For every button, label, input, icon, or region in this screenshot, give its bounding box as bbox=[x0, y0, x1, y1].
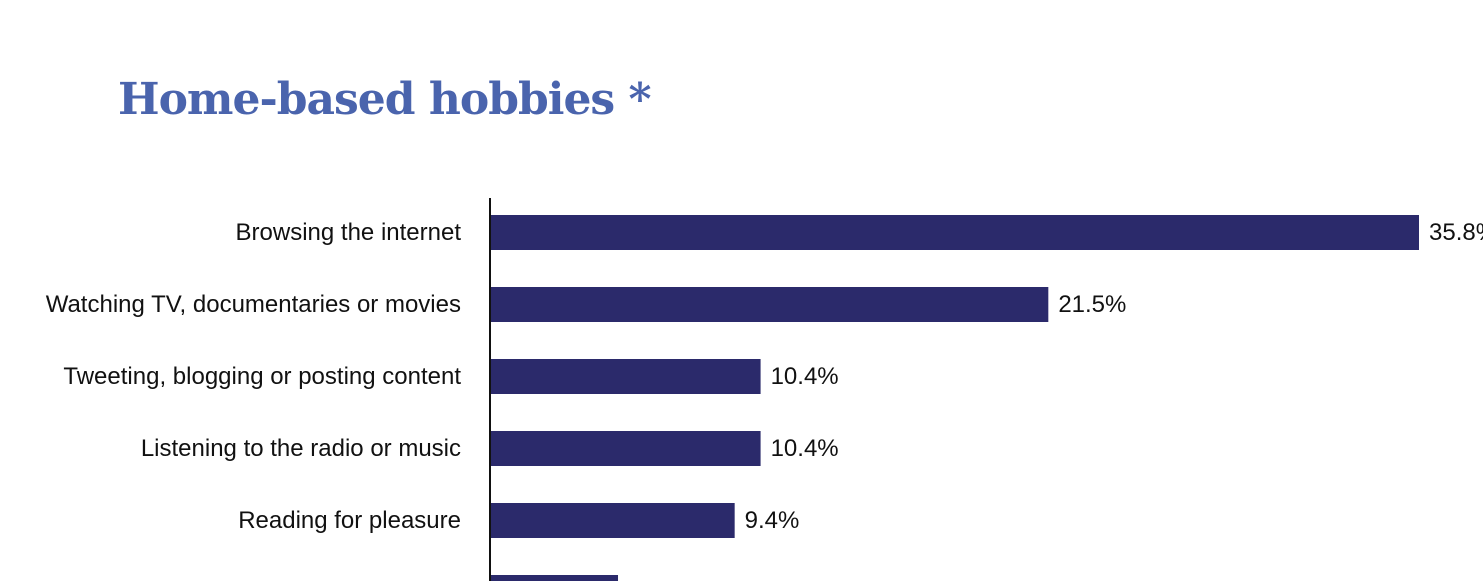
category-label-0: Browsing the internet bbox=[236, 219, 462, 246]
bar-4 bbox=[491, 503, 735, 538]
value-label-3: 10.4% bbox=[771, 435, 839, 462]
category-label-3: Listening to the radio or music bbox=[141, 435, 461, 462]
bar-3 bbox=[491, 431, 761, 466]
bar-1 bbox=[491, 287, 1049, 322]
value-label-4: 9.4% bbox=[745, 507, 800, 534]
value-label-0: 35.8% bbox=[1429, 219, 1483, 246]
bar-5 bbox=[491, 575, 619, 581]
category-label-2: Tweeting, blogging or posting content bbox=[63, 363, 461, 390]
category-label-4: Reading for pleasure bbox=[238, 507, 461, 534]
category-label-1: Watching TV, documentaries or movies bbox=[46, 291, 461, 318]
value-label-1: 21.5% bbox=[1058, 291, 1126, 318]
value-label-2: 10.4% bbox=[771, 363, 839, 390]
bar-0 bbox=[491, 215, 1419, 250]
bar-2 bbox=[491, 359, 761, 394]
chart-title: Home-based hobbies * bbox=[118, 74, 652, 125]
